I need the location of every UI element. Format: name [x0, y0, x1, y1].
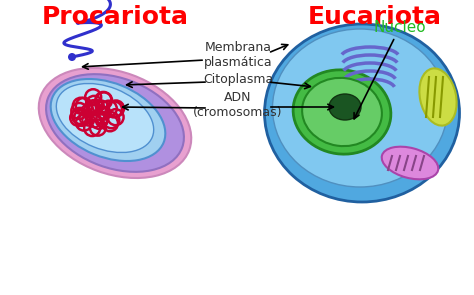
Text: Núcleo: Núcleo	[374, 20, 426, 35]
Ellipse shape	[329, 94, 361, 120]
Ellipse shape	[382, 147, 438, 179]
Text: ADN
(cromosomas): ADN (cromosomas)	[193, 91, 283, 119]
Ellipse shape	[302, 78, 382, 146]
Ellipse shape	[51, 79, 165, 161]
Ellipse shape	[273, 29, 447, 187]
Ellipse shape	[56, 83, 154, 153]
Text: Eucariota: Eucariota	[308, 5, 442, 29]
Circle shape	[68, 53, 76, 61]
Text: Membrana
plasmática: Membrana plasmática	[204, 41, 272, 69]
Text: Citoplasma: Citoplasma	[203, 73, 273, 86]
Ellipse shape	[264, 24, 459, 202]
Ellipse shape	[293, 70, 391, 154]
Ellipse shape	[46, 74, 184, 172]
Text: Procariota: Procariota	[42, 5, 189, 29]
Ellipse shape	[39, 68, 191, 178]
Ellipse shape	[419, 68, 456, 126]
